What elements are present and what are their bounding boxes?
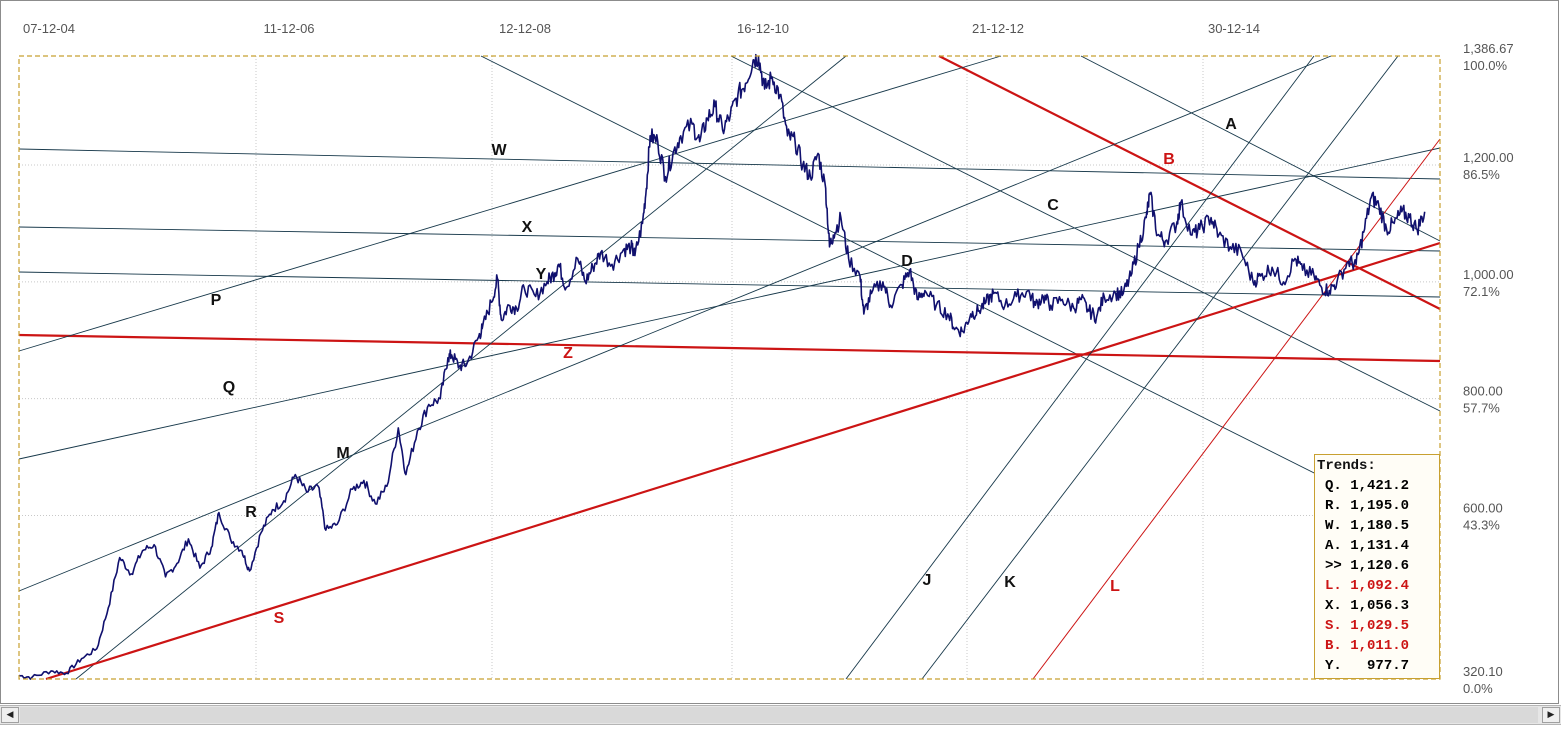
trendline-label-q: Q [223,379,235,396]
trendline-label-b: B [1163,151,1175,168]
trendline-label-k: K [1004,574,1016,591]
legend-value: 1,092.4 [1350,578,1410,594]
legend-label: A. [1325,538,1342,554]
trendline-w [18,148,1441,180]
trendline-y [18,271,1441,298]
trendline-label-r: R [245,504,257,521]
legend-row: Q. 1,421.2 [1317,476,1439,496]
y-tick-price: 1,000.00 [1463,267,1514,282]
legend-value: 1,195.0 [1350,498,1410,514]
y-tick-percent: 43.3% [1463,518,1500,533]
x-tick-label: 11-12-06 [263,21,314,36]
trendline-q [18,147,1441,460]
trendline-x [18,226,1441,252]
y-tick-percent: 86.5% [1463,167,1500,182]
trendline-label-x: X [522,219,533,236]
y-tick-percent: 57.7% [1463,401,1500,416]
legend-row: Y. 977.7 [1317,656,1439,676]
legend-value: 977.7 [1367,658,1410,674]
legend-row: A. 1,131.4 [1317,536,1439,556]
legend-label: Y. [1325,658,1342,674]
legend-value: 1,421.2 [1350,478,1410,494]
trendline-label-p: P [211,292,222,309]
trendline-b [938,55,1441,310]
legend-value: 1,120.6 [1350,558,1410,574]
trendline-a [1080,55,1441,242]
x-tick-label: 12-12-08 [499,21,551,36]
legend-label: W. [1325,518,1342,534]
trendline-layer [18,55,1441,681]
legend-label: R. [1325,498,1342,514]
trendline-label-m: M [336,445,349,462]
arrow-left-icon[interactable]: ◀ [1,707,19,723]
legend-value: 1,029.5 [1350,618,1410,634]
y-tick-price: 1,200.00 [1463,150,1514,165]
legend-value: 1,056.3 [1350,598,1410,614]
legend-row: >> 1,120.6 [1317,556,1439,576]
y-tick-price: 600.00 [1463,501,1503,516]
legend-title: Trends: [1317,458,1376,474]
trendline-d [480,55,1441,537]
y-tick-price: 320.10 [1463,664,1503,679]
y-tick-price: 800.00 [1463,384,1503,399]
trendline-label-y: Y [536,266,547,283]
chart-canvas[interactable]: 07-12-04 11-12-06 12-12-08 16-12-10 21-12-12… [1,1,1560,705]
trendline-r [18,55,1332,592]
trendline-k [921,55,1399,680]
price-layer [18,53,1426,680]
price-series-line [18,53,1426,680]
trendline-label-l: L [1110,578,1120,595]
legend-label: X. [1325,598,1342,614]
legend-row: W. 1,180.5 [1317,516,1439,536]
legend-value: 1,180.5 [1350,518,1410,534]
trendline-j [845,55,1315,680]
arrow-right-icon[interactable]: ▶ [1542,707,1560,723]
x-tick-label: 21-12-12 [972,21,1024,36]
y-tick-price: 1,386.67 [1463,41,1514,56]
trendline-label-d: D [901,253,913,270]
legend-label: B. [1325,638,1342,654]
trendline-p [18,55,1002,352]
horizontal-scrollbar[interactable]: ◀ ▶ [0,705,1561,725]
trendline-label-c: C [1047,197,1059,214]
trendline-z [18,333,1441,363]
y-tick-percent: 72.1% [1463,284,1500,299]
y-tick-labels: 1,386.67 100.0% 1,200.00 86.5% 1,000.00 72.1%… [1463,41,1514,696]
trendline-l [1032,138,1441,680]
legend-row: B. 1,011.0 [1317,636,1439,656]
x-tick-label: 30-12-14 [1208,21,1260,36]
legend-row: X. 1,056.3 [1317,596,1439,616]
trends-legend: Trends: Q. 1,421.2 R. 1,195.0 W. 1,180.5… [1314,454,1440,679]
legend-value: 1,011.0 [1350,638,1410,654]
grid-layer [19,56,1440,679]
trendline-c [730,55,1441,412]
y-tick-percent: 100.0% [1463,58,1508,73]
x-tick-labels: 07-12-04 11-12-06 12-12-08 16-12-10 21-12-12… [23,21,1260,36]
trendline-label-z: Z [563,345,573,362]
x-tick-label: 16-12-10 [737,21,789,36]
legend-label: L. [1325,578,1342,594]
legend-row: R. 1,195.0 [1317,496,1439,516]
legend-value: 1,131.4 [1350,538,1410,554]
x-tick-label: 07-12-04 [23,21,75,36]
trendline-label-w: W [491,142,507,159]
legend-label: >> [1325,558,1342,574]
trendline-s [45,241,1441,681]
trendline-label-s: S [274,610,285,627]
scrollbar-track[interactable] [20,707,1538,723]
plot-border [18,55,1441,680]
trendline-label-a: A [1225,116,1237,133]
legend-label: Q. [1325,478,1342,494]
legend-row: L. 1,092.4 [1317,576,1439,596]
trendline-label-j: J [923,572,932,589]
y-tick-percent: 0.0% [1463,681,1493,696]
trendline-labels: A B C D W X Y Z P Q M R S J K L [211,116,1238,627]
legend-label: S. [1325,618,1342,634]
chart-window: 07-12-04 11-12-06 12-12-08 16-12-10 21-12-12… [0,0,1559,704]
legend-row: S. 1,029.5 [1317,616,1439,636]
